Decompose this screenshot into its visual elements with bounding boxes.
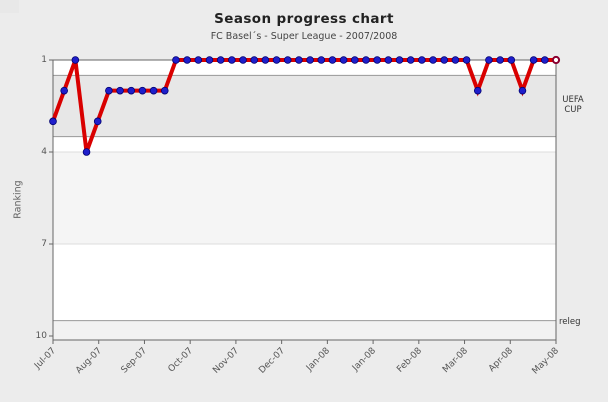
y-tick-label: 10 [35, 331, 47, 341]
data-point [250, 56, 259, 64]
data-point [138, 86, 147, 95]
data-point [328, 56, 337, 64]
data-point [228, 56, 236, 64]
data-point [183, 56, 191, 64]
data-point [451, 56, 460, 64]
data-point [93, 117, 102, 126]
y-tick-label: 4 [41, 147, 47, 157]
band-uefa-cup [53, 75, 556, 137]
uefa-cup-band-label: UEFA CUP [557, 95, 589, 115]
data-point [194, 56, 203, 64]
data-point [518, 86, 527, 95]
uefa-cup-band-label-line2: CUP [564, 105, 582, 115]
data-point [71, 56, 80, 64]
data-point [272, 56, 281, 64]
data-point [362, 56, 370, 64]
data-point [317, 56, 326, 64]
band-relegation [53, 320, 556, 340]
data-point [384, 56, 393, 64]
data-point [205, 56, 214, 64]
chart-title: Season progress chart [214, 11, 394, 27]
data-point [440, 56, 449, 64]
corner-artifact [0, 0, 19, 13]
y-tick-label: 7 [41, 239, 47, 249]
data-point [507, 56, 516, 64]
data-point [116, 86, 124, 95]
data-point [485, 56, 493, 64]
data-point [82, 148, 91, 156]
data-point [105, 86, 113, 95]
data-point [462, 56, 471, 64]
uefa-cup-band-label-line1: UEFA [562, 95, 584, 105]
data-point [496, 56, 504, 64]
data-point [160, 86, 169, 95]
data-point [529, 56, 538, 64]
band-mid-table [53, 152, 556, 245]
data-point [418, 56, 426, 64]
y-tick-label: 1 [41, 55, 47, 65]
data-point [541, 56, 549, 64]
data-point [350, 56, 359, 64]
series-line [51, 58, 556, 153]
data-point [306, 56, 314, 64]
data-point [127, 86, 136, 95]
chart-subtitle: FC Basel´s - Super League - 2007/2008 [210, 31, 398, 42]
data-point [339, 56, 348, 64]
data-point [216, 56, 225, 64]
data-point [172, 56, 180, 64]
data-point [149, 86, 158, 95]
data-point [239, 56, 247, 64]
relegation-band-label: releg [559, 317, 581, 327]
data-point [295, 56, 303, 64]
data-point [373, 56, 381, 64]
final-data-point [551, 55, 561, 65]
data-point [473, 86, 482, 95]
data-point [60, 86, 68, 95]
data-point [406, 56, 415, 64]
data-point [395, 56, 404, 64]
data-point [261, 56, 270, 64]
data-point [283, 56, 292, 64]
data-point [49, 117, 57, 126]
data-point [429, 56, 437, 64]
